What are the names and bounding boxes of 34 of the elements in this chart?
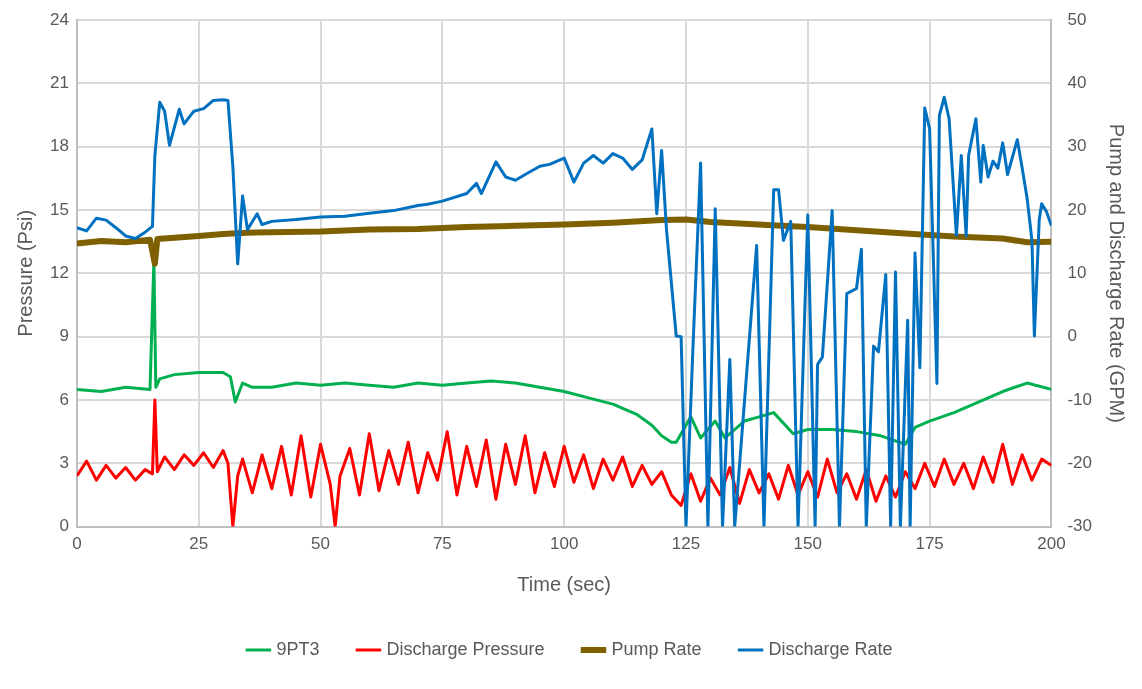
x-tick-label: 25 (189, 534, 209, 554)
y2-tick-label: 0 (1067, 326, 1077, 346)
y2-tick-label: -20 (1067, 452, 1093, 472)
y2-tick-label: 30 (1067, 136, 1087, 156)
x-tick-label: 0 (72, 534, 82, 554)
y2-tick-label: 50 (1067, 9, 1087, 29)
y-tick-label: 6 (59, 389, 69, 409)
y-tick-label: 12 (49, 262, 69, 282)
y2-axis-title: Pump and Discharge Rate (GPM) (1106, 123, 1129, 423)
x-tick-label: 50 (311, 534, 330, 554)
x-tick-label: 200 (1037, 534, 1066, 554)
x-tick-label: 125 (671, 534, 701, 554)
y-tick-label: 0 (59, 516, 69, 536)
y-axis-title: Pressure (Psi) (13, 209, 36, 337)
legend-label: Discharge Rate (768, 638, 893, 659)
y-tick-label: 18 (49, 136, 69, 156)
y-tick-label: 9 (59, 326, 69, 346)
y2-tick-label: 40 (1067, 73, 1087, 93)
legend-label: Pump Rate (611, 638, 702, 659)
x-tick-label: 175 (915, 534, 944, 554)
y2-tick-label: -30 (1067, 516, 1093, 536)
y-tick-label: 21 (49, 73, 69, 93)
x-tick-label: 150 (793, 534, 822, 554)
y2-tick-label: -10 (1067, 389, 1093, 409)
y-tick-label: 15 (49, 199, 69, 219)
y2-tick-label: 20 (1067, 199, 1087, 219)
legend-label: Discharge Pressure (386, 638, 545, 659)
y-tick-label: 3 (59, 452, 69, 472)
x-tick-label: 75 (432, 534, 452, 554)
x-axis-title: Time (sec) (517, 572, 612, 595)
legend-label: 9PT3 (276, 638, 320, 659)
x-tick-label: 100 (549, 534, 579, 554)
y2-tick-label: 10 (1067, 262, 1087, 282)
y-tick-label: 24 (49, 9, 69, 29)
